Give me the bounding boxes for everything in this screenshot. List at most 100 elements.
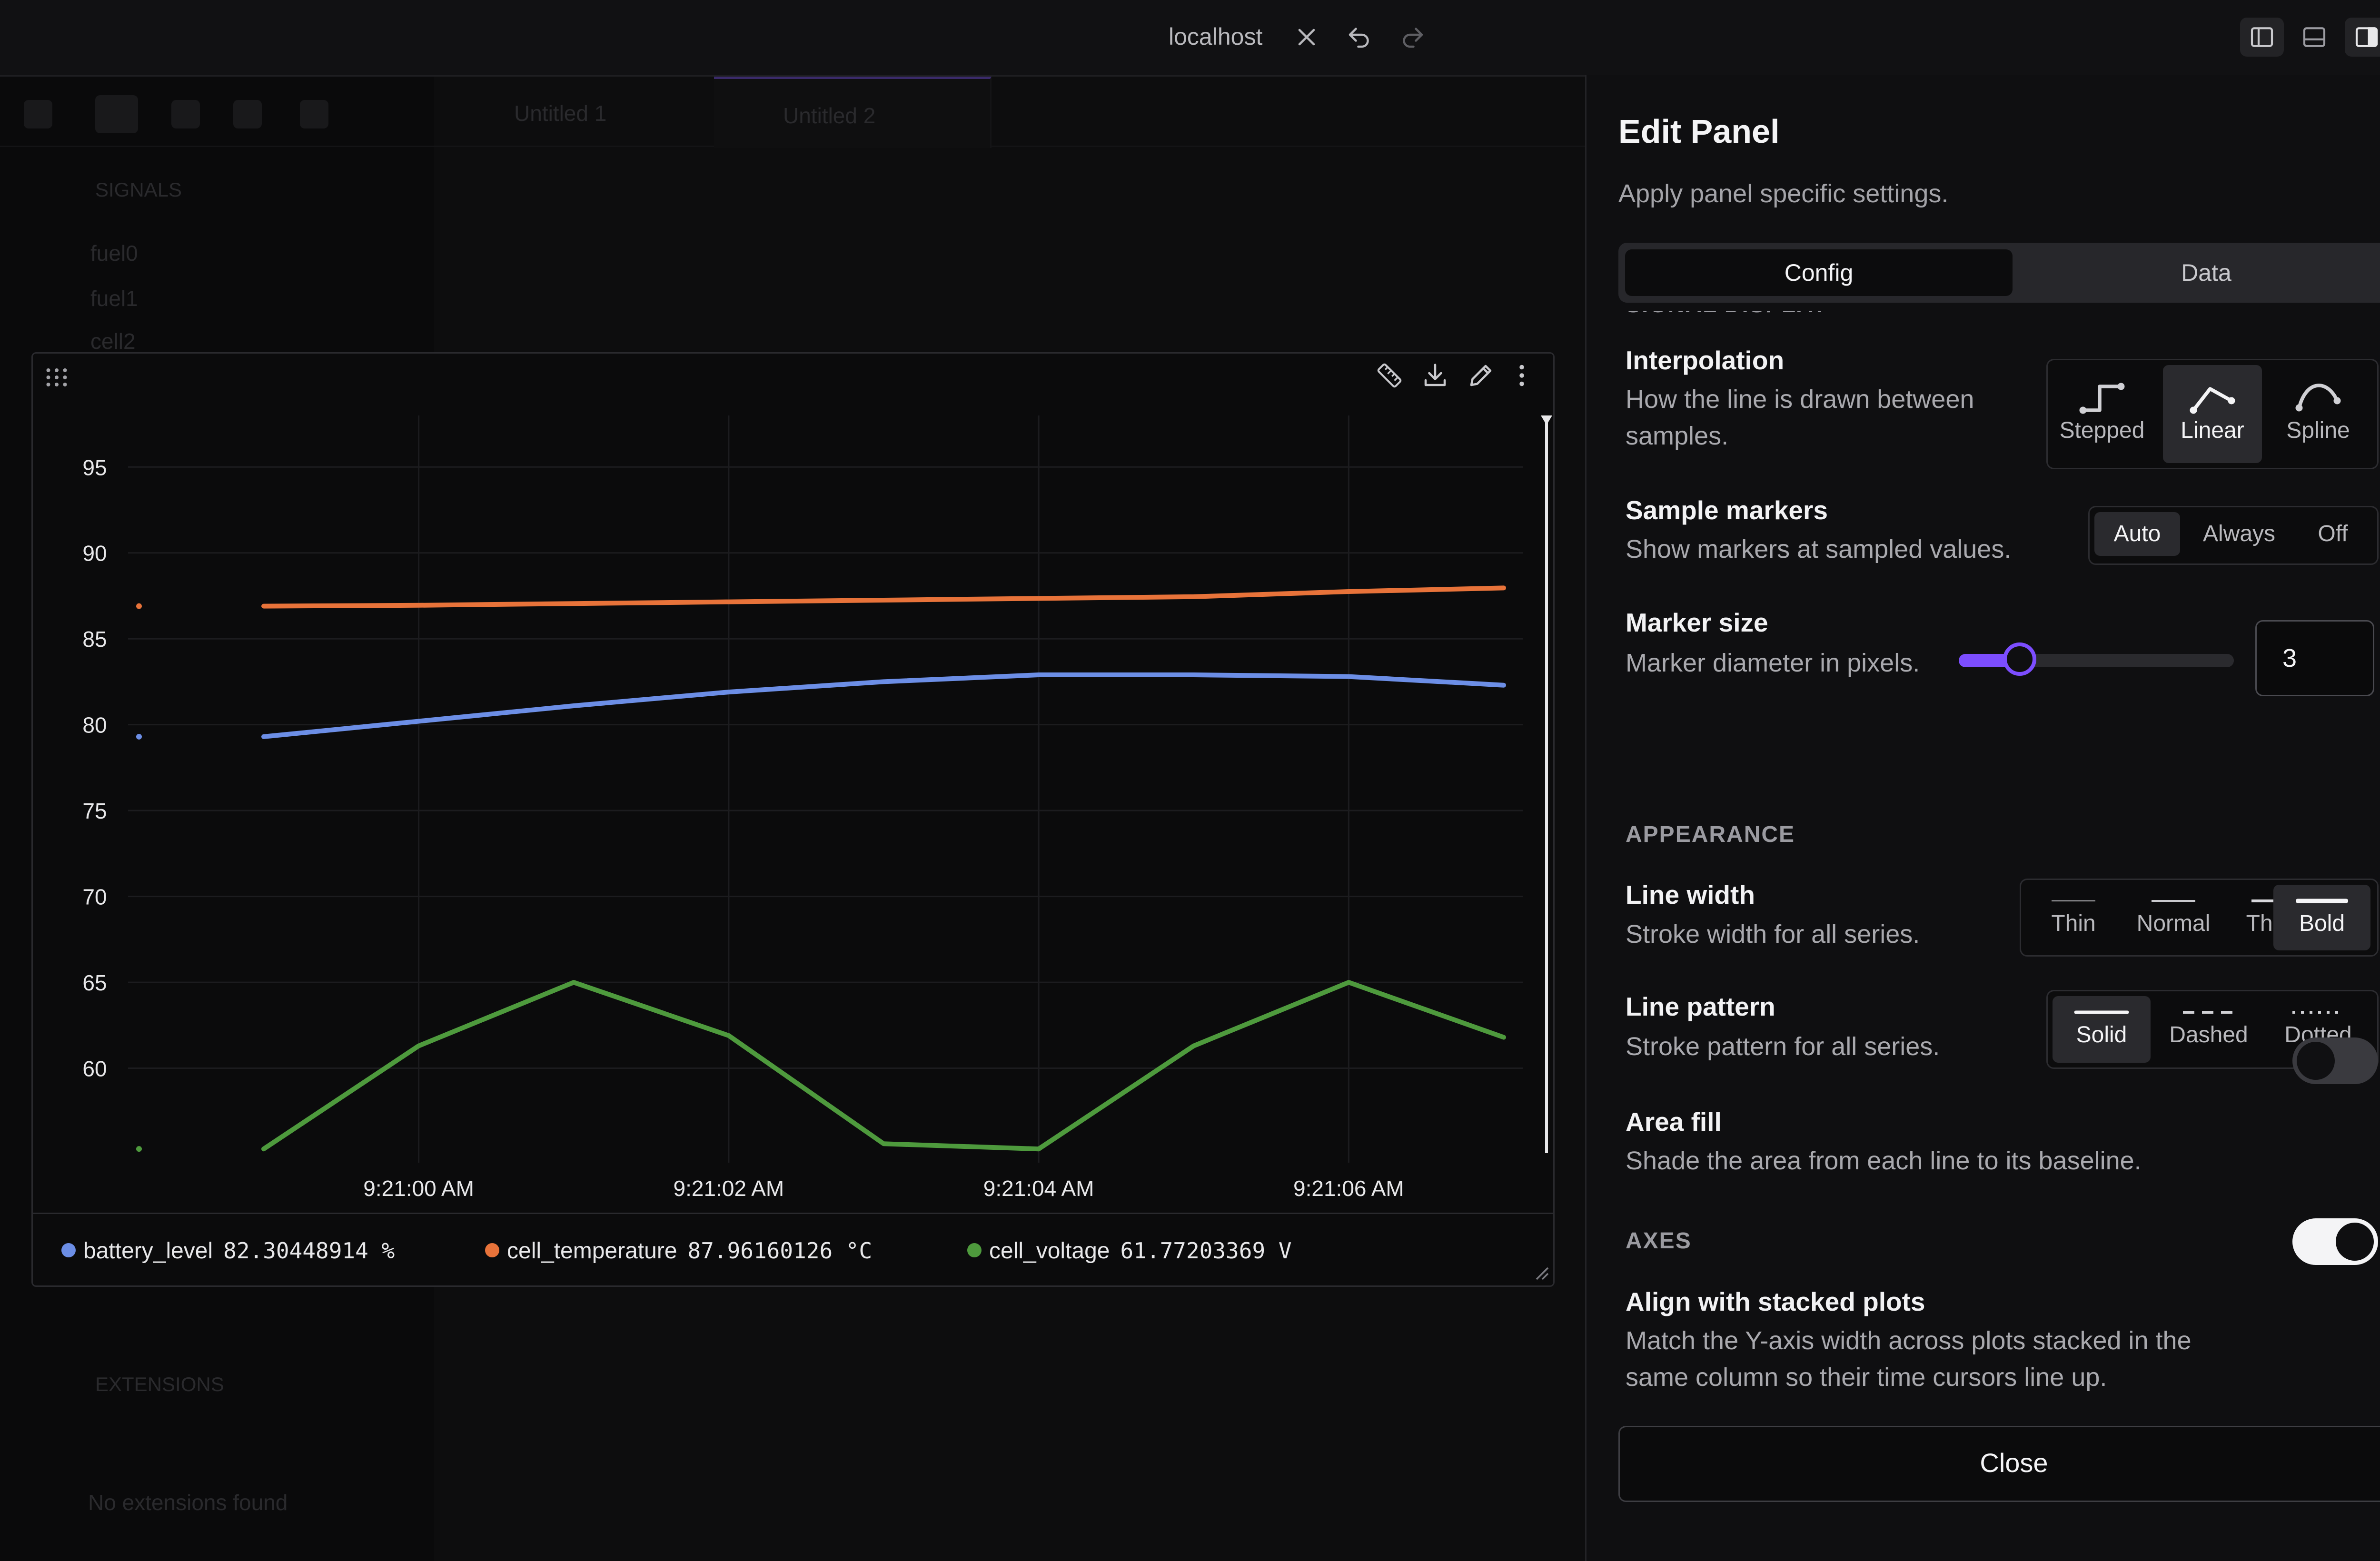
section-title-signal-display: SIGNAL DISPLAY	[1626, 311, 1828, 318]
toggle-knob	[2297, 1042, 2335, 1080]
workspace-tab-label: Untitled 1	[514, 101, 607, 126]
dotted-line-icon	[2292, 1011, 2344, 1014]
drag-handle-icon[interactable]	[42, 363, 71, 392]
linear-line-icon	[2190, 387, 2235, 414]
line-width-option-normal[interactable]: Normal	[2121, 885, 2226, 950]
workspace-tab-label: Untitled 2	[783, 103, 876, 128]
line-width-option-label: Normal	[2136, 911, 2211, 936]
line-width-label: Line width	[1626, 880, 1755, 909]
more-options-icon[interactable]	[1507, 361, 1536, 390]
align-stacked-plots-toggle[interactable]	[2292, 1218, 2378, 1265]
y-tick-label: 90	[82, 541, 107, 566]
line-width-description: Stroke width for all series.	[1626, 920, 1920, 948]
bold-line-icon	[2296, 899, 2348, 903]
toggle-bottom-panel-icon[interactable]	[2292, 18, 2336, 57]
marker-size-input[interactable]: 3	[2255, 620, 2374, 696]
tab-config[interactable]: Config	[1625, 249, 2013, 296]
extensions-empty-text: No extensions found	[88, 1490, 288, 1515]
edit-panel: Edit Panel Apply panel specific settings…	[1585, 75, 2380, 1561]
interpolation-option-label: Linear	[2181, 418, 2244, 443]
ruler-icon[interactable]	[1375, 361, 1404, 390]
line-pattern-option-dashed[interactable]: Dashed	[2156, 996, 2261, 1063]
area-fill-description: Shade the area from each line to its bas…	[1626, 1146, 2142, 1175]
sidebar-item: fuel0	[90, 241, 138, 266]
stepped-line-icon	[2079, 383, 2125, 414]
interpolation-option-spline[interactable]: Spline	[2269, 365, 2368, 463]
series-line-battery_level	[261, 672, 1506, 739]
legend-series-name: cell_voltage	[989, 1238, 1110, 1264]
undo-icon[interactable]	[1345, 23, 1374, 51]
marker-size-slider-thumb[interactable]	[2003, 642, 2036, 676]
legend-dot	[61, 1243, 76, 1258]
sample-markers-option-off[interactable]: Off	[2318, 521, 2348, 546]
sample-markers-label: Sample markers	[1626, 495, 1828, 525]
toggle-right-sidebar-icon[interactable]	[2345, 18, 2380, 57]
legend-item[interactable]: cell_voltage 61.77203369 V	[967, 1238, 1292, 1264]
workspace-toolbar-icon	[24, 100, 52, 128]
legend-item[interactable]: battery_level 82.30448914 %	[61, 1238, 395, 1264]
sample-markers-option-always[interactable]: Always	[2202, 521, 2276, 546]
line-pattern-label: Line pattern	[1626, 992, 1775, 1021]
extensions-section-title: EXTENSIONS	[95, 1373, 224, 1395]
marker-size-description: Marker diameter in pixels.	[1626, 649, 1920, 677]
tab-data[interactable]: Data	[2181, 259, 2231, 286]
line-pattern-segmented-control: Solid Dashed Dotted	[2046, 990, 2379, 1069]
legend: battery_level 82.30448914 % cell_temperat…	[33, 1213, 1553, 1285]
line-width-option-label: Bold	[2299, 911, 2345, 936]
legend-item[interactable]: cell_temperature 87.96160126 °C	[485, 1238, 872, 1264]
line-pattern-option-solid[interactable]: Solid	[2053, 996, 2151, 1063]
interpolation-option-linear[interactable]: Linear	[2163, 365, 2262, 463]
close-tab-icon[interactable]	[1292, 23, 1321, 51]
section-title-axes: AXES	[1626, 1228, 1692, 1254]
time-cursor-handle	[1541, 415, 1552, 425]
sample-markers-description: Show markers at sampled values.	[1626, 535, 2012, 563]
align-stacked-plots-description: Match the Y-axis width across plots stac…	[1626, 1326, 2192, 1355]
interpolation-description: How the line is drawn between	[1626, 385, 1974, 414]
y-tick-label: 80	[82, 713, 107, 738]
series-edge-marker-cell_voltage	[136, 1146, 142, 1152]
x-tick-label: 9:21:02 AM	[674, 1176, 784, 1201]
close-button[interactable]: Close	[1618, 1426, 2380, 1502]
y-tick-label: 65	[82, 970, 107, 995]
line-width-option-label: Thin	[2051, 911, 2096, 936]
plot-panel[interactable]: 95 90 85 80 75 70 65 60 9:21:00 AM 9:21:02 AM 9:21…	[31, 352, 1555, 1287]
legend-series-value: 61.77203369 V	[1120, 1238, 1292, 1264]
sample-markers-option-auto[interactable]: Auto	[2094, 512, 2180, 556]
workspace-tab-active: Untitled 2	[714, 77, 992, 148]
normal-line-icon	[2152, 900, 2195, 902]
series-edge-marker-cell_temperature	[136, 603, 142, 609]
x-tick-label: 9:21:00 AM	[363, 1176, 474, 1201]
line-pattern-description: Stroke pattern for all series.	[1626, 1032, 1940, 1061]
toggle-left-sidebar-icon[interactable]	[2240, 18, 2284, 57]
sidebar-section-title: SIGNALS	[95, 178, 182, 201]
redo-icon[interactable]	[1398, 23, 1427, 51]
area-fill-toggle[interactable]	[2292, 1037, 2378, 1084]
sidebar-item: fuel1	[90, 286, 138, 311]
window-title: localhost	[1169, 23, 1263, 50]
y-tick-label: 85	[82, 627, 107, 652]
close-icon[interactable]	[2377, 108, 2380, 137]
section-title-appearance: APPEARANCE	[1626, 822, 1795, 847]
edit-panel-title: Edit Panel	[1618, 113, 1780, 150]
sample-markers-segmented-control: Auto Always Off	[2088, 506, 2379, 565]
line-width-segmented-control: Thin Normal Thick Bold	[2020, 879, 2379, 957]
interpolation-label: Interpolation	[1626, 346, 1785, 375]
line-chart[interactable]: 95 90 85 80 75 70 65 60 9:21:00 AM 9:21:02 AM 9:21…	[33, 354, 1553, 1285]
download-icon[interactable]	[1421, 361, 1449, 390]
dashed-line-icon	[2183, 1011, 2234, 1014]
line-pattern-option-label: Solid	[2076, 1022, 2127, 1047]
line-width-option-bold[interactable]: Bold	[2273, 885, 2370, 950]
config-settings-list[interactable]: SIGNAL DISPLAY Interpolation How the lin…	[1587, 311, 2380, 1405]
solid-line-icon	[2074, 1010, 2129, 1014]
line-width-option-thin[interactable]: Thin	[2026, 885, 2121, 950]
interpolation-option-stepped[interactable]: Stepped	[2053, 365, 2152, 463]
workspace-toolbar-icon	[300, 100, 328, 128]
resize-handle-icon[interactable]	[1532, 1264, 1549, 1281]
series-edge-marker-battery_level	[136, 733, 142, 740]
interpolation-option-label: Stepped	[2059, 418, 2145, 443]
workspace-toolbar-icon	[233, 100, 262, 128]
spline-line-icon	[2295, 384, 2341, 412]
y-tick-label: 75	[82, 799, 107, 823]
y-tick-label: 95	[82, 455, 107, 480]
edit-pencil-icon[interactable]	[1467, 361, 1495, 390]
